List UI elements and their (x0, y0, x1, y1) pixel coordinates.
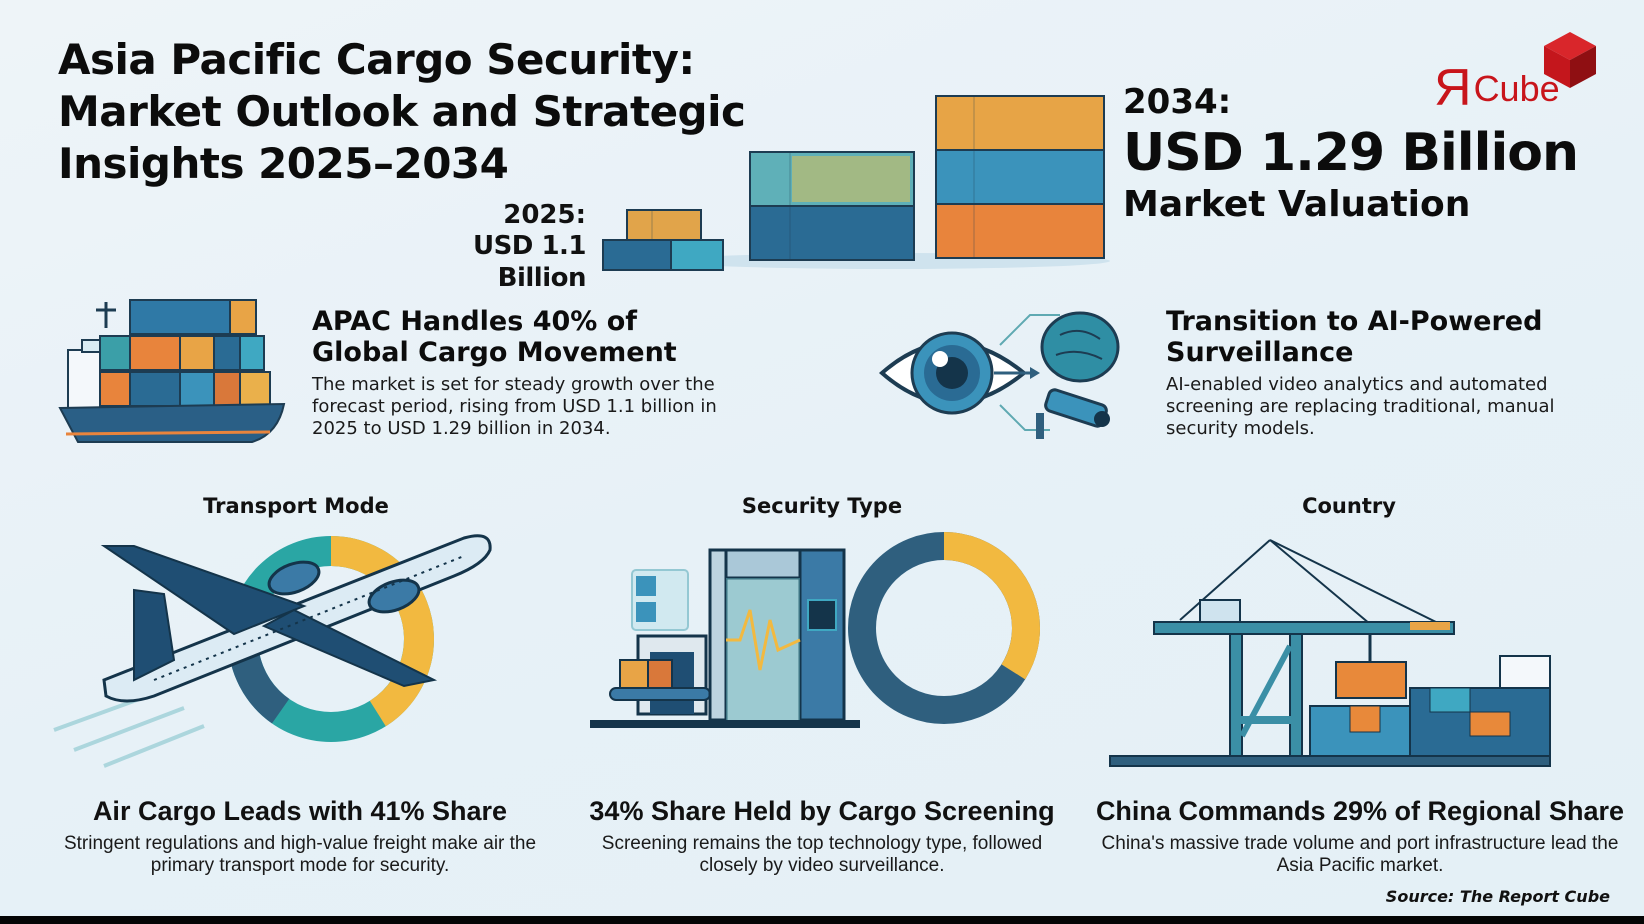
value-2025-amount: USD 1.1 Billion (472, 231, 587, 293)
report-cube-logo: ЯCube (1432, 30, 1607, 117)
cube-icon (1544, 32, 1596, 88)
logo-mark: Я (1434, 59, 1472, 117)
page-title: Asia Pacific Cargo Security: Market Outl… (58, 35, 746, 188)
security-type-donut-chart (848, 532, 1040, 724)
stat-body: Screening remains the top technology typ… (601, 833, 1043, 876)
stat-title: Air Cargo Leads with 41% Share (92, 796, 508, 826)
logo-text: Cube (1473, 68, 1560, 109)
stat-air-cargo: Air Cargo Leads with 41% Share Stringent… (40, 795, 560, 877)
stat-title: China Commands 29% of Regional Share (1095, 796, 1625, 826)
airplane-icon (53, 534, 492, 768)
value-2034-caption: Market Valuation (1123, 184, 1471, 225)
stat-china-share: China Commands 29% of Regional Share Chi… (1090, 795, 1630, 877)
year-2025-label: 2025: (503, 200, 586, 230)
stat-body: China's massive trade volume and port in… (1101, 833, 1619, 876)
value-2025: 2025: USD 1.1 Billion (380, 200, 587, 294)
port-crane-icon (1109, 539, 1551, 767)
insight-body: The market is set for steady growth over… (312, 374, 717, 439)
container-stacks-icon (602, 95, 1110, 271)
stat-title: 34% Share Held by Cargo Screening (589, 796, 1055, 826)
insight-title: APAC Handles 40% of Global Cargo Movemen… (312, 306, 677, 368)
section-header-security-type: Security Type (741, 494, 903, 518)
ai-eye-surveillance-icon (878, 311, 1120, 439)
insight-body: AI-enabled video analytics and automated… (1166, 374, 1555, 439)
section-header-transport-mode: Transport Mode (203, 494, 389, 518)
insight-title: Transition to AI-Powered Surveillance (1166, 306, 1543, 368)
section-header-country: Country (1302, 494, 1396, 518)
stat-body: Stringent regulations and high-value fre… (63, 833, 537, 876)
insight-ai-surveillance: Transition to AI-Powered Surveillance AI… (1166, 306, 1586, 440)
bottom-border (0, 916, 1644, 924)
value-2034: 2034: USD 1.29 Billion Market Valuation (1123, 82, 1579, 226)
security-scanner-icon (590, 548, 860, 728)
source-credit: Source: The Report Cube (1385, 887, 1610, 906)
container-ship-icon (58, 299, 286, 443)
insight-apac-share: APAC Handles 40% of Global Cargo Movemen… (312, 306, 732, 440)
year-2034-label: 2034: (1123, 82, 1232, 122)
stat-cargo-screening: 34% Share Held by Cargo Screening Screen… (572, 795, 1072, 877)
value-2034-amount: USD 1.29 Billion (1123, 123, 1579, 183)
